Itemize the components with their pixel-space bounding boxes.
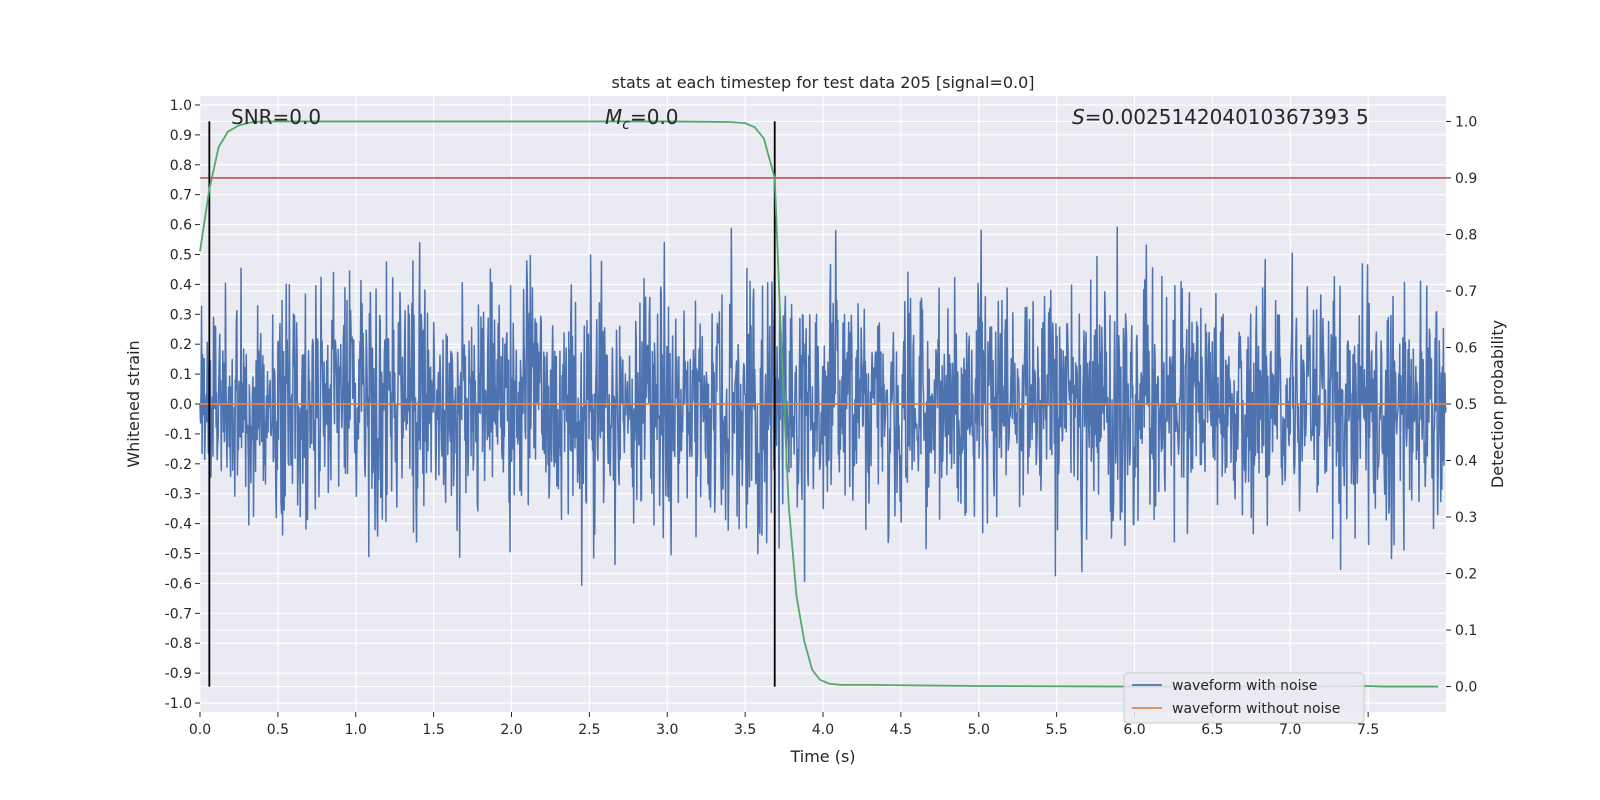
- s-value: =0.002514204010367393 5: [1085, 105, 1369, 129]
- chirp-mass-symbol: M: [605, 105, 622, 129]
- legend: waveform with noise waveform without noi…: [1123, 672, 1365, 724]
- y-tick-label: -0.8: [165, 636, 192, 652]
- y2-tick-label: 0.1: [1455, 623, 1477, 639]
- y-tick-label: 0.5: [170, 247, 192, 263]
- x-tick-label: 0.5: [267, 722, 289, 738]
- y-tick-label: -0.2: [165, 457, 192, 473]
- y-tick-label: 0.4: [170, 277, 192, 293]
- y2-axis-label: Detection probability: [1488, 320, 1507, 488]
- noise-series: [199, 226, 1447, 586]
- y-tick-label: -0.1: [165, 427, 192, 443]
- x-tick-label: 1.5: [422, 722, 444, 738]
- chirp-mass-value: =0.0: [630, 105, 679, 129]
- x-tick-label: 4.5: [890, 722, 912, 738]
- x-axis-label: Time (s): [789, 747, 855, 766]
- chirp-mass-annotation: Mc=0.0: [605, 105, 679, 133]
- x-tick-label: 4.0: [812, 722, 834, 738]
- y-axis-label: Whitened strain: [124, 340, 143, 467]
- y2-tick-label: 0.7: [1455, 284, 1477, 300]
- y-tick-label: 0.7: [170, 188, 192, 204]
- ticks: 0.0 0.5 1.0 1.5 2.0 2.5 3.0 3.5 4.0 4.5 5.0 5.5 6.0 6…: [165, 98, 1478, 738]
- y-tick-label: -0.4: [165, 517, 192, 533]
- y-tick-label: 0.2: [170, 337, 192, 353]
- y2-tick-label: 0.8: [1455, 227, 1477, 243]
- y-tick-label: -0.5: [165, 547, 192, 563]
- x-tick-label: 1.0: [345, 722, 367, 738]
- y-tick-label: 0.0: [170, 397, 192, 413]
- chart-title: stats at each timestep for test data 205…: [611, 73, 1034, 92]
- x-tick-label: 5.0: [968, 722, 990, 738]
- y2-tick-label: 0.2: [1455, 567, 1477, 583]
- y-tick-label: 0.1: [170, 367, 192, 383]
- x-tick-label: 3.0: [656, 722, 678, 738]
- legend-label-clean: waveform without noise: [1172, 701, 1340, 717]
- x-tick-label: 6.0: [1123, 722, 1145, 738]
- x-tick-label: 0.0: [189, 722, 211, 738]
- waveform-with-noise-line: [199, 226, 1447, 586]
- y-tick-label: -0.7: [165, 606, 192, 622]
- detection-probability-line: [199, 120, 1439, 688]
- legend-box: [1123, 672, 1365, 724]
- snr-annotation: SNR=0.0: [231, 105, 321, 129]
- x-tick-label: 5.5: [1045, 722, 1067, 738]
- y2-tick-label: 1.0: [1455, 114, 1477, 130]
- y-tick-label: 0.8: [170, 158, 192, 174]
- x-tick-label: 2.0: [500, 722, 522, 738]
- y2-tick-label: 0.4: [1455, 454, 1477, 470]
- s-symbol: S: [1072, 105, 1085, 129]
- y-tick-label: 0.3: [170, 307, 192, 323]
- x-tick-label: 3.5: [734, 722, 756, 738]
- legend-label-noise: waveform with noise: [1172, 678, 1317, 694]
- y2-tick-label: 0.9: [1455, 171, 1477, 187]
- y2-tick-label: 0.3: [1455, 510, 1477, 526]
- x-tick-label: 7.5: [1357, 722, 1379, 738]
- chirp-mass-subscript: c: [622, 117, 630, 133]
- x-tick-label: 7.0: [1279, 722, 1301, 738]
- y-tick-label: -0.9: [165, 666, 192, 682]
- overlay-lines: [199, 120, 1446, 688]
- y-tick-label: -0.6: [165, 576, 192, 592]
- y2-tick-label: 0.0: [1455, 680, 1477, 696]
- y-tick-label: 0.6: [170, 218, 192, 234]
- y-tick-label: 1.0: [170, 98, 192, 114]
- y-tick-label: 0.9: [170, 128, 192, 144]
- x-tick-label: 6.5: [1201, 722, 1223, 738]
- s-annotation: S=0.002514204010367393 5: [1072, 105, 1369, 129]
- y2-tick-label: 0.5: [1455, 397, 1477, 413]
- x-tick-label: 2.5: [578, 722, 600, 738]
- y-tick-label: -0.3: [165, 487, 192, 503]
- y2-tick-label: 0.6: [1455, 340, 1477, 356]
- y-tick-label: -1.0: [165, 696, 192, 712]
